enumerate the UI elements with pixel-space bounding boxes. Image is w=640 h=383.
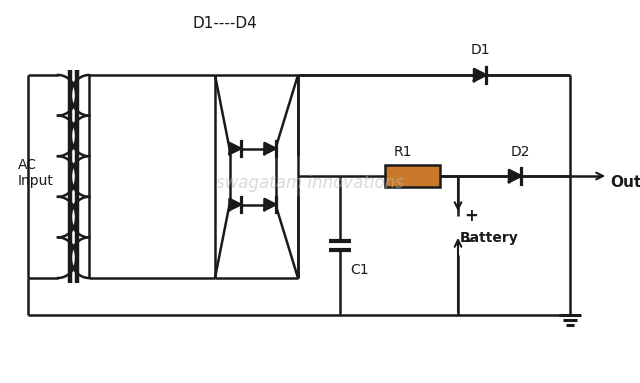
Text: D1: D1: [470, 43, 490, 57]
Text: D1----D4: D1----D4: [193, 15, 257, 31]
Text: Battery: Battery: [460, 231, 519, 245]
Polygon shape: [264, 143, 275, 154]
Text: Output: Output: [610, 175, 640, 190]
Polygon shape: [474, 69, 486, 81]
Text: swagatam innovations: swagatam innovations: [216, 174, 404, 192]
Text: R1: R1: [393, 145, 412, 159]
Polygon shape: [509, 170, 521, 182]
Polygon shape: [264, 199, 275, 210]
Text: +: +: [464, 207, 478, 225]
Text: -: -: [464, 232, 471, 250]
Text: C1: C1: [350, 263, 369, 277]
Text: AC
Input: AC Input: [18, 158, 54, 188]
Polygon shape: [230, 199, 241, 210]
FancyBboxPatch shape: [385, 165, 440, 187]
Text: D2: D2: [510, 145, 530, 159]
Polygon shape: [230, 143, 241, 154]
